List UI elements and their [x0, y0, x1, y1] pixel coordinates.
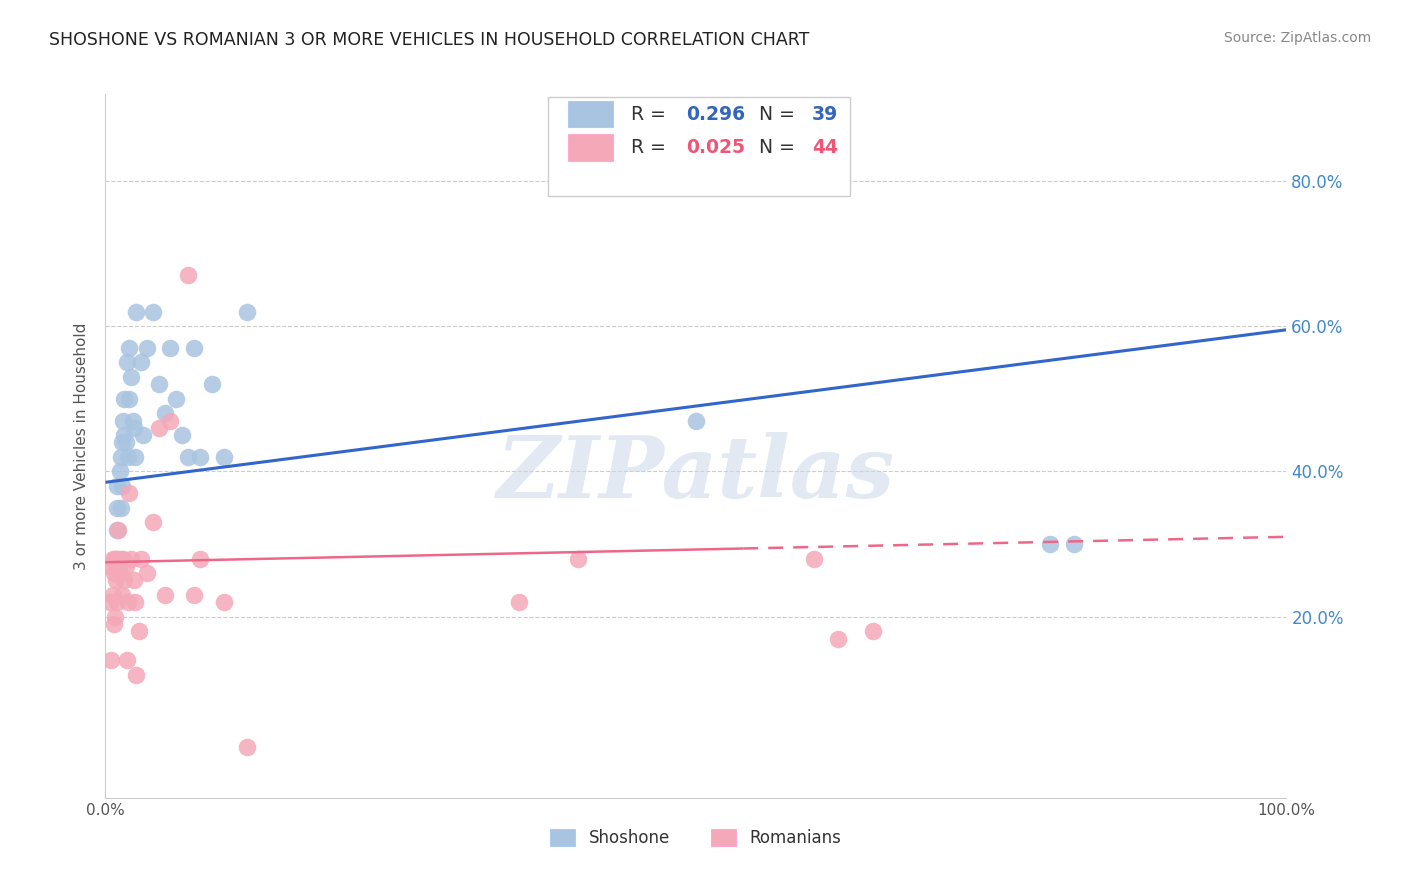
- Point: [212, 450, 235, 464]
- Point: [112, 428, 135, 442]
- Point: [114, 435, 136, 450]
- Point: [105, 479, 128, 493]
- Point: [124, 450, 146, 464]
- Point: [105, 595, 128, 609]
- Point: [148, 421, 170, 435]
- Point: [122, 574, 145, 588]
- Point: [111, 479, 134, 493]
- Text: 44: 44: [811, 137, 838, 157]
- Point: [183, 341, 205, 355]
- Point: [124, 595, 146, 609]
- Point: [132, 428, 155, 442]
- Point: [101, 588, 124, 602]
- Point: [685, 413, 707, 427]
- Text: SHOSHONE VS ROMANIAN 3 OR MORE VEHICLES IN HOUSEHOLD CORRELATION CHART: SHOSHONE VS ROMANIAN 3 OR MORE VEHICLES …: [49, 31, 810, 49]
- Point: [188, 450, 211, 464]
- Point: [120, 551, 142, 566]
- Point: [862, 624, 884, 639]
- Point: [125, 668, 148, 682]
- Point: [100, 653, 122, 667]
- Text: N =: N =: [759, 137, 800, 157]
- Point: [112, 551, 135, 566]
- Point: [104, 609, 127, 624]
- Point: [108, 566, 131, 581]
- Point: [103, 617, 125, 632]
- Point: [177, 450, 200, 464]
- Point: [135, 566, 157, 581]
- Point: [103, 566, 125, 581]
- Point: [142, 516, 165, 530]
- Point: [236, 304, 259, 318]
- Point: [111, 435, 134, 450]
- Point: [107, 523, 129, 537]
- Text: 0.296: 0.296: [686, 104, 745, 124]
- Point: [108, 465, 131, 479]
- Point: [117, 595, 139, 609]
- Point: [135, 341, 157, 355]
- Text: R =: R =: [631, 104, 672, 124]
- Text: N =: N =: [759, 104, 800, 124]
- Point: [188, 551, 211, 566]
- FancyBboxPatch shape: [568, 134, 613, 161]
- Point: [112, 574, 135, 588]
- Point: [129, 355, 152, 369]
- Point: [105, 523, 128, 537]
- Y-axis label: 3 or more Vehicles in Household: 3 or more Vehicles in Household: [75, 322, 90, 570]
- Point: [105, 551, 128, 566]
- Point: [117, 450, 139, 464]
- Point: [803, 551, 825, 566]
- Point: [1039, 537, 1062, 551]
- Point: [104, 551, 127, 566]
- Point: [159, 341, 181, 355]
- Point: [212, 595, 235, 609]
- Point: [110, 551, 132, 566]
- Point: [112, 413, 135, 427]
- Point: [128, 624, 150, 639]
- Point: [177, 268, 200, 283]
- Point: [142, 304, 165, 318]
- Point: [105, 551, 128, 566]
- Point: [165, 392, 187, 406]
- Point: [111, 588, 134, 602]
- Point: [101, 551, 124, 566]
- Point: [159, 413, 181, 427]
- Point: [1063, 537, 1085, 551]
- Point: [148, 377, 170, 392]
- Point: [98, 558, 121, 573]
- Point: [236, 740, 259, 755]
- Point: [201, 377, 224, 392]
- Text: ZIPatlas: ZIPatlas: [496, 433, 896, 516]
- Point: [118, 341, 141, 355]
- Point: [115, 653, 138, 667]
- Point: [112, 392, 135, 406]
- Point: [110, 500, 132, 515]
- Point: [98, 595, 121, 609]
- Point: [110, 450, 132, 464]
- Point: [125, 304, 148, 318]
- Point: [105, 500, 128, 515]
- Point: [118, 486, 141, 500]
- Point: [153, 406, 176, 420]
- Point: [120, 370, 142, 384]
- Point: [172, 428, 194, 442]
- FancyBboxPatch shape: [568, 101, 613, 128]
- Text: 39: 39: [811, 104, 838, 124]
- Text: R =: R =: [631, 137, 672, 157]
- Legend: Shoshone, Romanians: Shoshone, Romanians: [544, 822, 848, 854]
- Text: Source: ZipAtlas.com: Source: ZipAtlas.com: [1223, 31, 1371, 45]
- Point: [183, 588, 205, 602]
- Point: [118, 392, 141, 406]
- Text: 0.025: 0.025: [686, 137, 745, 157]
- Point: [508, 595, 530, 609]
- FancyBboxPatch shape: [548, 97, 849, 196]
- Point: [129, 551, 152, 566]
- Point: [122, 421, 145, 435]
- Point: [121, 413, 143, 427]
- Point: [567, 551, 589, 566]
- Point: [114, 558, 136, 573]
- Point: [105, 574, 128, 588]
- Point: [115, 355, 138, 369]
- Point: [827, 632, 849, 646]
- Point: [153, 588, 176, 602]
